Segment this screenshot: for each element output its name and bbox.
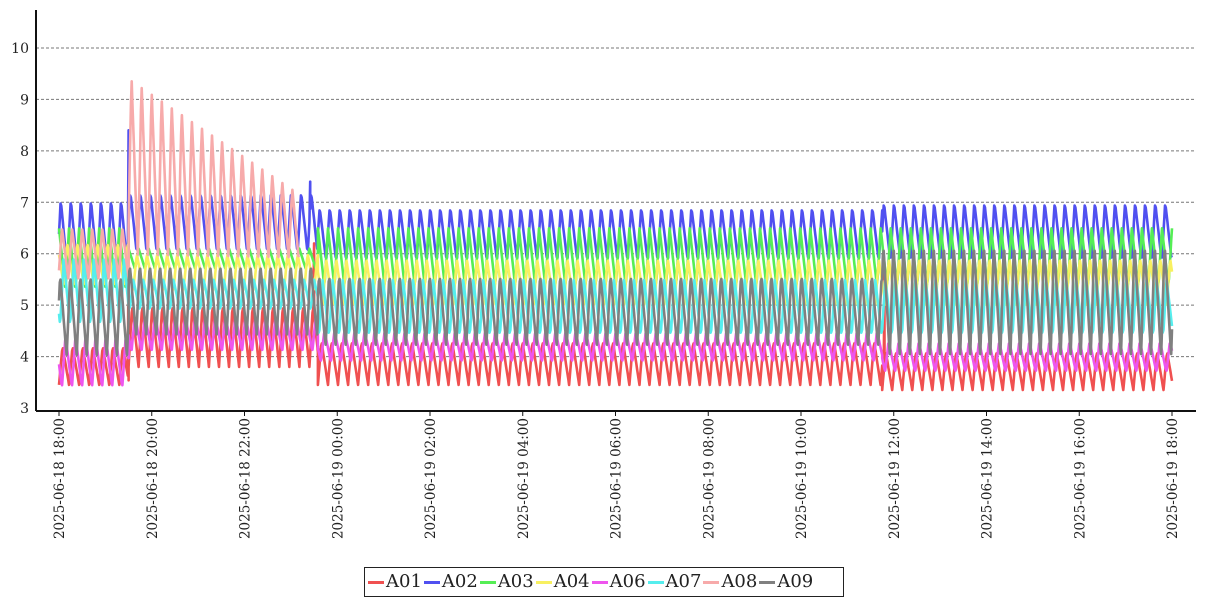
legend-item-a09: A09 [759,573,813,591]
x-tick-label: 2025-06-18 20:00 [145,418,161,539]
x-tick-label: 2025-06-19 18:00 [1165,418,1181,539]
legend-swatch [368,580,384,584]
legend-item-a02: A02 [423,571,478,592]
legend-swatch [535,580,552,584]
x-tick-label: 2025-06-19 14:00 [980,418,996,539]
y-tick-label: 4 [20,350,29,366]
legend-swatch [591,580,608,584]
x-tick-label: 2025-06-19 16:00 [1072,418,1088,539]
y-tick-label: 10 [11,41,29,57]
y-tick-label: 5 [20,298,29,314]
legend: A01 A02 A03 A04 A06 A07 A08 A09 [364,567,844,597]
x-tick-labels: 2025-06-18 18:00 2025-06-18 20:00 2025-06-… [52,411,1181,539]
legend-swatch [479,580,496,584]
y-tick-labels: 3 4 5 6 7 8 9 10 [11,41,29,417]
legend-label: A04 [553,571,590,592]
legend-item-a01: A01 [368,573,422,591]
y-tick-label: 9 [20,92,29,108]
x-tick-label: 2025-06-18 22:00 [238,418,254,539]
legend-item-a03: A03 [479,571,534,592]
legend-item-a06: A06 [591,571,646,592]
legend-swatch [647,580,664,584]
legend-item-a04: A04 [535,571,590,592]
x-tick-label: 2025-06-19 02:00 [423,418,439,539]
x-tick-label: 2025-06-19 10:00 [794,418,810,539]
legend-label: A08 [721,571,758,592]
legend-swatch [423,580,440,584]
legend-label: A06 [609,571,646,592]
x-tick-label: 2025-06-19 08:00 [701,418,717,539]
legend-item-a07: A07 [647,571,702,592]
x-tick-label: 2025-06-18 18:00 [52,418,68,539]
x-tick-label: 2025-06-19 06:00 [609,418,625,539]
legend-label: A02 [441,571,478,592]
legend-label: A01 [386,571,422,592]
series-lines [57,80,1174,392]
x-tick-label: 2025-06-19 00:00 [330,418,346,539]
x-tick-label: 2025-06-19 04:00 [516,418,532,539]
series-line-a02 [57,129,1174,266]
y-tick-label: 8 [20,144,29,160]
legend-label: A09 [777,571,814,592]
series-line-a09 [57,249,1174,357]
legend-swatch [759,580,776,584]
legend-item-a08: A08 [703,573,757,591]
legend-label: A07 [665,571,702,592]
series-line-a08 [57,80,300,280]
y-tick-label: 7 [20,195,29,211]
legend-swatch [703,580,720,584]
y-tick-label: 6 [20,247,29,263]
legend-label: A03 [497,571,534,592]
y-tick-label: 3 [20,401,29,417]
x-tick-label: 2025-06-19 12:00 [887,418,903,539]
